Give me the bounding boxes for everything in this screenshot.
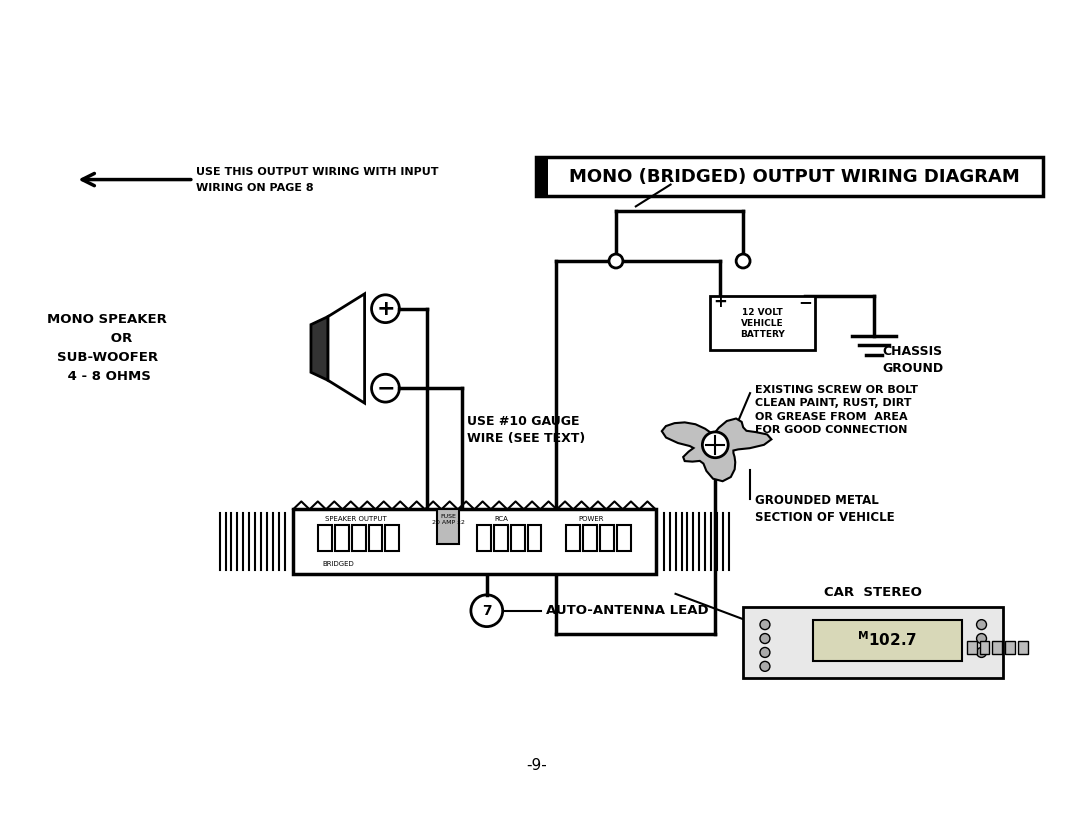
Bar bbox=[967, 641, 976, 655]
Bar bbox=[537, 157, 549, 197]
Text: RCA: RCA bbox=[495, 516, 509, 522]
Text: POWER: POWER bbox=[579, 516, 604, 522]
Circle shape bbox=[976, 620, 986, 630]
Circle shape bbox=[976, 647, 986, 657]
Text: $\mathbf{{}^{M}102.7}$: $\mathbf{{}^{M}102.7}$ bbox=[858, 631, 917, 649]
Bar bbox=[617, 525, 631, 551]
Bar bbox=[743, 607, 1003, 678]
Bar bbox=[318, 525, 332, 551]
Bar bbox=[1018, 641, 1028, 655]
Text: 12 VOLT
VEHICLE
BATTERY: 12 VOLT VEHICLE BATTERY bbox=[740, 308, 785, 339]
Bar bbox=[1005, 641, 1015, 655]
Bar bbox=[993, 641, 1002, 655]
Text: USE THIS OUTPUT WIRING WITH INPUT: USE THIS OUTPUT WIRING WITH INPUT bbox=[195, 167, 438, 177]
Polygon shape bbox=[311, 317, 328, 380]
Circle shape bbox=[760, 661, 770, 671]
Bar bbox=[293, 510, 656, 574]
Text: EXISTING SCREW OR BOLT
CLEAN PAINT, RUST, DIRT
OR GREASE FROM  AREA
FOR GOOD CON: EXISTING SCREW OR BOLT CLEAN PAINT, RUST… bbox=[755, 385, 918, 435]
Circle shape bbox=[976, 634, 986, 644]
Circle shape bbox=[609, 254, 623, 268]
Text: CONNECT THIS
WIRE LAST: CONNECT THIS WIRE LAST bbox=[676, 162, 774, 192]
Text: MONO (BRIDGED) OUTPUT WIRING DIAGRAM: MONO (BRIDGED) OUTPUT WIRING DIAGRAM bbox=[569, 168, 1021, 186]
Bar bbox=[537, 157, 1043, 197]
Circle shape bbox=[737, 254, 750, 268]
Bar bbox=[386, 525, 400, 551]
Text: BRIDGED: BRIDGED bbox=[322, 561, 353, 567]
Text: GROUNDED METAL
SECTION OF VEHICLE: GROUNDED METAL SECTION OF VEHICLE bbox=[755, 495, 894, 525]
Text: +: + bbox=[713, 293, 727, 311]
Circle shape bbox=[760, 647, 770, 657]
Bar bbox=[711, 296, 814, 350]
Bar bbox=[352, 525, 366, 551]
Bar bbox=[511, 525, 525, 551]
Text: WIRING ON PAGE 8: WIRING ON PAGE 8 bbox=[195, 183, 313, 193]
Bar bbox=[812, 620, 961, 661]
Bar bbox=[600, 525, 613, 551]
Text: CAR  STEREO: CAR STEREO bbox=[824, 586, 922, 600]
Text: MONO SPEAKER
      OR
SUB-WOOFER
 4 - 8 OHMS: MONO SPEAKER OR SUB-WOOFER 4 - 8 OHMS bbox=[48, 314, 167, 384]
Text: CHASSIS
GROUND: CHASSIS GROUND bbox=[882, 345, 943, 375]
Text: +: + bbox=[376, 299, 395, 319]
Text: FUSE
20 AMP x2: FUSE 20 AMP x2 bbox=[432, 514, 464, 525]
Bar bbox=[368, 525, 382, 551]
Circle shape bbox=[702, 432, 728, 458]
Text: -9-: -9- bbox=[526, 758, 546, 773]
Bar bbox=[527, 525, 541, 551]
Text: SPEAKER OUTPUT: SPEAKER OUTPUT bbox=[325, 516, 387, 522]
Bar bbox=[980, 641, 989, 655]
Text: USE #10 GAUGE
WIRE (SEE TEXT): USE #10 GAUGE WIRE (SEE TEXT) bbox=[467, 414, 585, 445]
Circle shape bbox=[760, 620, 770, 630]
Bar bbox=[437, 510, 459, 544]
Text: 7: 7 bbox=[482, 604, 491, 618]
Bar bbox=[583, 525, 597, 551]
Bar bbox=[477, 525, 490, 551]
Circle shape bbox=[760, 634, 770, 644]
Text: −: − bbox=[798, 293, 812, 311]
Bar bbox=[566, 525, 580, 551]
Text: −: − bbox=[376, 378, 395, 398]
Bar bbox=[335, 525, 349, 551]
Bar bbox=[494, 525, 508, 551]
Polygon shape bbox=[662, 419, 771, 481]
Text: AUTO-ANTENNA LEAD: AUTO-ANTENNA LEAD bbox=[546, 604, 710, 617]
